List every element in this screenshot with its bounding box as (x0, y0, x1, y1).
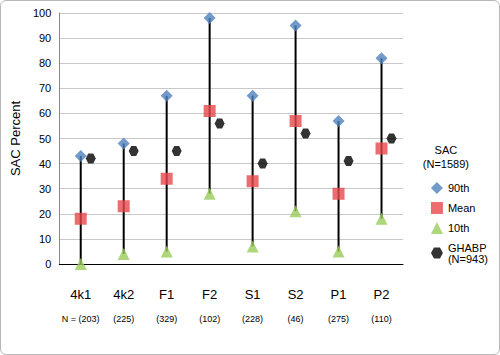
svg-text:(N=943): (N=943) (448, 253, 488, 265)
svg-text:(110): (110) (371, 314, 391, 324)
svg-text:30: 30 (39, 183, 51, 195)
svg-text:(329): (329) (156, 314, 177, 324)
svg-text:90th: 90th (448, 182, 469, 194)
svg-text:70: 70 (39, 82, 51, 94)
svg-text:0: 0 (45, 258, 51, 270)
svg-text:F1: F1 (159, 287, 174, 302)
svg-text:20: 20 (39, 208, 51, 220)
svg-text:S2: S2 (288, 287, 304, 302)
svg-text:P2: P2 (374, 287, 390, 302)
svg-text:(102): (102) (199, 314, 220, 324)
svg-text:(N=1589): (N=1589) (423, 158, 469, 170)
svg-text:4k1: 4k1 (70, 287, 91, 302)
svg-text:GHABP: GHABP (448, 241, 487, 254)
svg-text:60: 60 (39, 107, 51, 119)
svg-text:(225): (225) (113, 314, 134, 324)
svg-text:N = (203): N = (203) (62, 314, 100, 324)
svg-text:10: 10 (39, 233, 51, 245)
svg-text:(275): (275) (328, 314, 349, 324)
svg-text:50: 50 (39, 133, 51, 145)
svg-text:SAC: SAC (435, 144, 458, 156)
svg-text:Mean: Mean (448, 202, 476, 214)
svg-text:F2: F2 (202, 287, 217, 302)
svg-text:40: 40 (39, 158, 51, 170)
svg-text:80: 80 (39, 57, 51, 69)
svg-text:P1: P1 (331, 287, 347, 302)
svg-text:100: 100 (33, 7, 51, 19)
svg-text:90: 90 (39, 32, 51, 44)
svg-text:S1: S1 (245, 287, 261, 302)
svg-text:SAC Percent: SAC Percent (8, 101, 23, 177)
svg-text:(228): (228) (242, 314, 263, 324)
svg-text:(46): (46) (288, 314, 304, 324)
svg-text:10th: 10th (448, 222, 469, 234)
svg-text:4k2: 4k2 (113, 287, 134, 302)
